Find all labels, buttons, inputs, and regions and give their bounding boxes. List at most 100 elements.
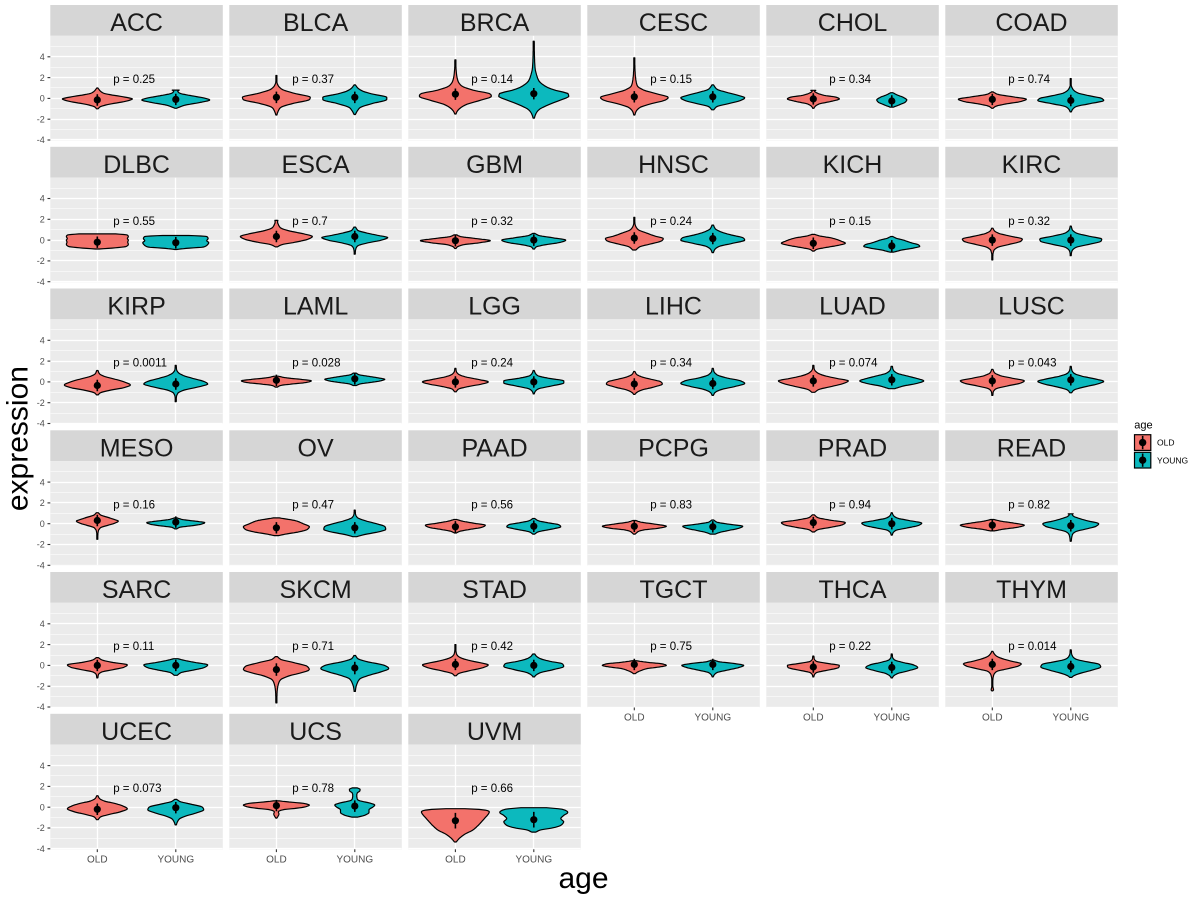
- svg-text:SKCM: SKCM: [279, 576, 351, 604]
- svg-text:OLD: OLD: [624, 713, 645, 724]
- svg-text:4: 4: [40, 619, 45, 629]
- svg-text:GBM: GBM: [466, 151, 523, 179]
- svg-text:COAD: COAD: [995, 9, 1067, 37]
- svg-text:ESCA: ESCA: [282, 151, 350, 179]
- svg-text:0: 0: [40, 519, 45, 529]
- svg-text:UCEC: UCEC: [101, 718, 172, 746]
- svg-text:p = 0.15: p = 0.15: [829, 216, 871, 228]
- svg-text:ACC: ACC: [110, 9, 163, 37]
- svg-text:UCS: UCS: [289, 718, 342, 746]
- svg-text:p = 0.24: p = 0.24: [650, 216, 692, 228]
- svg-text:PCPG: PCPG: [638, 435, 709, 463]
- svg-text:p = 0.42: p = 0.42: [471, 641, 513, 653]
- svg-text:p = 0.56: p = 0.56: [471, 499, 513, 511]
- svg-text:p = 0.34: p = 0.34: [650, 358, 692, 370]
- svg-text:2: 2: [40, 356, 45, 366]
- svg-text:0: 0: [40, 235, 45, 245]
- svg-text:p = 0.94: p = 0.94: [829, 499, 871, 511]
- svg-text:p = 0.014: p = 0.014: [1008, 641, 1057, 653]
- svg-text:OLD: OLD: [87, 854, 108, 865]
- svg-text:4: 4: [40, 477, 45, 487]
- svg-text:PRAD: PRAD: [818, 435, 887, 463]
- svg-text:p = 0.11: p = 0.11: [113, 641, 154, 653]
- svg-text:OLD: OLD: [445, 854, 466, 865]
- svg-text:LIHC: LIHC: [645, 293, 702, 321]
- svg-text:p = 0.15: p = 0.15: [650, 74, 692, 86]
- svg-text:MESO: MESO: [100, 435, 174, 463]
- svg-text:4: 4: [40, 194, 45, 204]
- svg-text:p = 0.83: p = 0.83: [650, 499, 692, 511]
- svg-text:DLBC: DLBC: [103, 151, 170, 179]
- svg-text:LUSC: LUSC: [998, 293, 1065, 321]
- svg-text:-2: -2: [37, 256, 45, 266]
- svg-text:p = 0.55: p = 0.55: [113, 216, 155, 228]
- svg-text:-2: -2: [37, 540, 45, 550]
- svg-text:OLD: OLD: [982, 713, 1003, 724]
- svg-text:4: 4: [40, 336, 45, 346]
- svg-text:OLD: OLD: [266, 854, 287, 865]
- svg-text:LUAD: LUAD: [819, 293, 886, 321]
- svg-text:2: 2: [40, 782, 45, 792]
- svg-text:-2: -2: [37, 114, 45, 124]
- svg-text:p = 0.74: p = 0.74: [1008, 74, 1050, 86]
- svg-text:0: 0: [40, 94, 45, 104]
- svg-text:age: age: [1134, 420, 1152, 432]
- svg-text:p = 0.78: p = 0.78: [292, 783, 334, 795]
- svg-text:p = 0.0011: p = 0.0011: [113, 358, 167, 370]
- svg-text:STAD: STAD: [462, 576, 527, 604]
- svg-text:p = 0.7: p = 0.7: [292, 216, 328, 228]
- svg-text:YOUNG: YOUNG: [515, 854, 552, 865]
- svg-text:-4: -4: [37, 844, 45, 854]
- svg-text:p = 0.073: p = 0.073: [113, 783, 161, 795]
- svg-text:age: age: [558, 862, 608, 895]
- svg-text:p = 0.25: p = 0.25: [113, 74, 155, 86]
- svg-text:OV: OV: [298, 435, 334, 463]
- svg-text:YOUNG: YOUNG: [336, 854, 373, 865]
- svg-text:-4: -4: [37, 702, 45, 712]
- svg-text:2: 2: [40, 640, 45, 650]
- svg-text:p = 0.14: p = 0.14: [471, 74, 513, 86]
- svg-text:-4: -4: [37, 135, 45, 145]
- svg-text:TGCT: TGCT: [639, 576, 707, 604]
- svg-text:-4: -4: [37, 561, 45, 571]
- svg-text:p = 0.66: p = 0.66: [471, 783, 513, 795]
- svg-text:-4: -4: [37, 419, 45, 429]
- svg-text:0: 0: [40, 802, 45, 812]
- svg-text:-2: -2: [37, 681, 45, 691]
- svg-text:YOUNG: YOUNG: [1052, 713, 1089, 724]
- svg-text:OLD: OLD: [1157, 437, 1174, 447]
- svg-text:YOUNG: YOUNG: [157, 854, 194, 865]
- svg-text:CESC: CESC: [639, 9, 708, 37]
- svg-text:p = 0.22: p = 0.22: [829, 641, 871, 653]
- svg-text:BRCA: BRCA: [460, 9, 530, 37]
- svg-text:p = 0.32: p = 0.32: [1008, 216, 1050, 228]
- svg-text:expression: expression: [2, 366, 35, 511]
- svg-text:2: 2: [40, 215, 45, 225]
- svg-text:OLD: OLD: [803, 713, 824, 724]
- svg-text:-2: -2: [37, 398, 45, 408]
- svg-text:p = 0.47: p = 0.47: [292, 499, 334, 511]
- svg-text:p = 0.32: p = 0.32: [471, 216, 513, 228]
- svg-text:KIRC: KIRC: [1002, 151, 1062, 179]
- svg-text:0: 0: [40, 377, 45, 387]
- svg-text:-2: -2: [37, 823, 45, 833]
- svg-text:2: 2: [40, 498, 45, 508]
- svg-text:YOUNG: YOUNG: [873, 713, 910, 724]
- svg-text:p = 0.37: p = 0.37: [292, 74, 334, 86]
- svg-text:READ: READ: [997, 435, 1066, 463]
- svg-text:4: 4: [40, 52, 45, 62]
- svg-text:p = 0.82: p = 0.82: [1008, 499, 1050, 511]
- svg-text:p = 0.34: p = 0.34: [829, 74, 871, 86]
- svg-text:UVM: UVM: [467, 718, 523, 746]
- svg-text:p = 0.043: p = 0.043: [1008, 358, 1056, 370]
- svg-text:KIRP: KIRP: [107, 293, 165, 321]
- svg-text:YOUNG: YOUNG: [694, 713, 731, 724]
- svg-text:p = 0.074: p = 0.074: [829, 358, 878, 370]
- svg-text:p = 0.24: p = 0.24: [471, 358, 513, 370]
- svg-text:p = 0.75: p = 0.75: [650, 641, 692, 653]
- svg-text:THCA: THCA: [818, 576, 886, 604]
- svg-text:BLCA: BLCA: [283, 9, 349, 37]
- svg-text:p = 0.16: p = 0.16: [113, 499, 155, 511]
- svg-text:0: 0: [40, 661, 45, 671]
- svg-text:4: 4: [40, 761, 45, 771]
